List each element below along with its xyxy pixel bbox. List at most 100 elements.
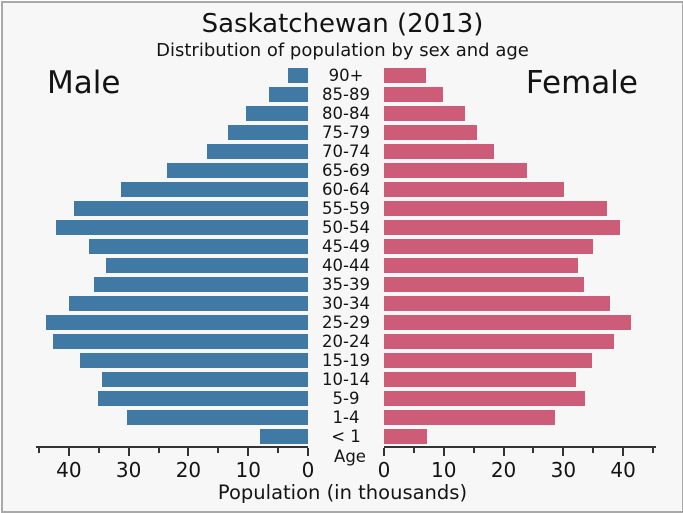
axis-tick-major bbox=[67, 448, 70, 456]
male-bar-45-49 bbox=[89, 239, 308, 254]
female-bar-cell bbox=[384, 275, 656, 294]
male-bar-cell bbox=[36, 294, 308, 313]
female-side-label: Female bbox=[525, 65, 638, 101]
axis-tick-minor bbox=[97, 448, 100, 453]
female-bar-15-19 bbox=[384, 353, 593, 368]
pyramid-row: 10-14 bbox=[36, 370, 656, 389]
age-group-label: 85-89 bbox=[322, 85, 370, 104]
axis-tick-major bbox=[187, 448, 190, 456]
female-bar-5-9 bbox=[384, 391, 585, 406]
pyramid-row: 65-69 bbox=[36, 161, 656, 180]
chart-title: Saskatchewan (2013) bbox=[201, 9, 484, 39]
age-group-label: 90+ bbox=[328, 66, 364, 85]
axis-tick-major bbox=[442, 448, 445, 456]
male-bar-15-19 bbox=[80, 353, 308, 368]
axis-tick-label: 30 bbox=[115, 458, 142, 482]
axis-tick-major bbox=[383, 448, 385, 456]
axis-tick-minor bbox=[532, 448, 535, 453]
age-group-label: < 1 bbox=[331, 427, 361, 446]
female-bar-60-64 bbox=[384, 182, 564, 197]
axis-tick-minor bbox=[472, 448, 475, 453]
male-bar-80-84 bbox=[245, 106, 308, 121]
axis-tick-label: 10 bbox=[235, 458, 261, 482]
male-bar-cell bbox=[36, 370, 308, 389]
female-bar-20-24 bbox=[384, 334, 614, 349]
male-bar-cell bbox=[36, 66, 308, 85]
male-bar-cell bbox=[36, 180, 308, 199]
pyramid-row: 90+ bbox=[36, 66, 656, 85]
pyramid-row: < 1 bbox=[36, 427, 656, 446]
male-bar-20-24 bbox=[52, 334, 308, 349]
female-bar-25-29 bbox=[384, 315, 632, 330]
male-bar-cell bbox=[36, 313, 308, 332]
male-x-axis: 0 10 20 30 40 bbox=[36, 446, 314, 482]
male-bar-10-14 bbox=[101, 372, 308, 387]
axis-tick-label: 20 bbox=[175, 458, 202, 482]
female-bar-45-49 bbox=[384, 239, 594, 254]
male-bar-1-4 bbox=[126, 410, 308, 425]
male-bar-cell bbox=[36, 332, 308, 351]
age-group-label: 35-39 bbox=[322, 275, 370, 294]
female-bar-cell bbox=[384, 332, 656, 351]
age-group-label: 15-19 bbox=[322, 351, 370, 370]
male-bar-90+ bbox=[288, 68, 308, 83]
male-bar-cell bbox=[36, 237, 308, 256]
male-bar-75-79 bbox=[227, 125, 308, 140]
axis-tick-minor bbox=[157, 448, 160, 453]
female-axis-line bbox=[384, 446, 656, 448]
male-bar-cell bbox=[36, 104, 308, 123]
male-bar-5-9 bbox=[97, 391, 308, 406]
age-group-label: 80-84 bbox=[322, 104, 370, 123]
pyramid-row: 15-19 bbox=[36, 351, 656, 370]
female-bar-cell bbox=[384, 199, 656, 218]
male-bar-70-74 bbox=[206, 144, 308, 159]
female-x-axis: 0 10 20 30 40 bbox=[378, 446, 656, 482]
female-bar-cell bbox=[384, 180, 656, 199]
female-bar-cell bbox=[384, 408, 656, 427]
female-bar-cell bbox=[384, 123, 656, 142]
pyramid-row: 25-29 bbox=[36, 313, 656, 332]
axis-tick-minor bbox=[652, 448, 654, 453]
age-group-label: 75-79 bbox=[322, 123, 370, 142]
male-bar-cell bbox=[36, 275, 308, 294]
axis-tick-major bbox=[127, 448, 130, 456]
male-bar-cell bbox=[36, 408, 308, 427]
female-bar-cell bbox=[384, 427, 656, 446]
x-axis-title: Population (in thousands) bbox=[217, 481, 468, 504]
age-group-label: 50-54 bbox=[322, 218, 370, 237]
male-bar-55-59 bbox=[74, 201, 308, 216]
female-bar-85-89 bbox=[384, 87, 444, 102]
male-bar-65-69 bbox=[166, 163, 308, 178]
female-bar-50-54 bbox=[384, 220, 620, 235]
female-bar-cell bbox=[384, 142, 656, 161]
male-bar-40-44 bbox=[105, 258, 308, 273]
male-bar-35-39 bbox=[94, 277, 308, 292]
chart-subtitle: Distribution of population by sex and ag… bbox=[156, 40, 529, 61]
pyramid-row: 85-89 bbox=[36, 85, 656, 104]
female-bar-90+ bbox=[384, 68, 427, 83]
male-axis-line bbox=[36, 446, 308, 448]
age-axis-label: Age bbox=[334, 447, 366, 466]
male-bar-50-54 bbox=[55, 220, 308, 235]
male-bar-cell bbox=[36, 199, 308, 218]
pyramid-row: 70-74 bbox=[36, 142, 656, 161]
axis-tick-major bbox=[247, 448, 250, 456]
male-bar-30-34 bbox=[68, 296, 308, 311]
male-bar-cell bbox=[36, 142, 308, 161]
female-bar-80-84 bbox=[384, 106, 466, 121]
age-group-label: 40-44 bbox=[322, 256, 370, 275]
axis-tick-label: 40 bbox=[56, 458, 82, 482]
age-group-label: 65-69 bbox=[322, 161, 370, 180]
female-bar-40-44 bbox=[384, 258, 579, 273]
axis-tick-minor bbox=[37, 448, 40, 453]
pyramid-row: 50-54 bbox=[36, 218, 656, 237]
male-bar-25-29 bbox=[46, 315, 308, 330]
axis-tick-minor bbox=[277, 448, 280, 453]
age-group-label: 55-59 bbox=[322, 199, 370, 218]
axis-tick-label: 20 bbox=[490, 458, 517, 482]
axis-tick-label: 40 bbox=[610, 458, 636, 482]
male-bar-85-89 bbox=[268, 87, 308, 102]
pyramid-row: 60-64 bbox=[36, 180, 656, 199]
female-bar-cell bbox=[384, 294, 656, 313]
